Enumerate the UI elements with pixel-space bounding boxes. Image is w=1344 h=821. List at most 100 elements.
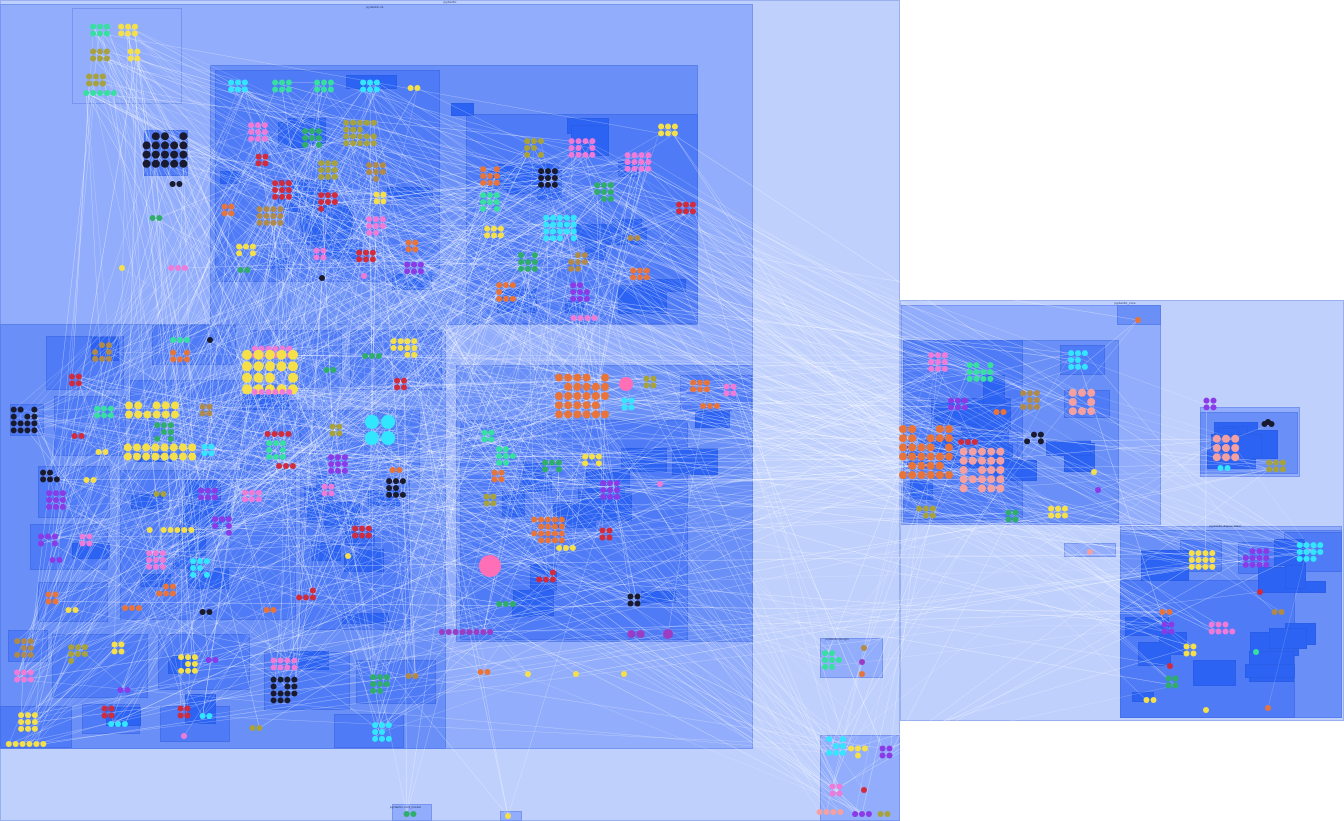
module-node[interactable] bbox=[46, 490, 53, 497]
module-node[interactable] bbox=[879, 745, 886, 752]
module-node[interactable] bbox=[628, 397, 635, 404]
module-node[interactable] bbox=[272, 86, 279, 93]
module-node[interactable] bbox=[568, 151, 575, 158]
module-node[interactable] bbox=[279, 79, 285, 86]
module-node[interactable] bbox=[107, 405, 114, 412]
module-node[interactable] bbox=[397, 345, 404, 351]
module-node[interactable] bbox=[823, 809, 830, 815]
module-node[interactable] bbox=[352, 532, 359, 539]
package-box[interactable] bbox=[90, 337, 119, 361]
module-node[interactable] bbox=[1310, 555, 1317, 562]
module-node[interactable] bbox=[484, 232, 491, 239]
module-node[interactable] bbox=[225, 529, 232, 536]
module-node[interactable] bbox=[1183, 650, 1190, 657]
module-node[interactable] bbox=[564, 410, 573, 419]
module-node[interactable] bbox=[321, 483, 328, 490]
module-node[interactable] bbox=[179, 150, 188, 159]
module-node[interactable] bbox=[877, 811, 884, 817]
module-node[interactable] bbox=[531, 145, 537, 151]
module-node[interactable] bbox=[21, 669, 27, 676]
module-node[interactable] bbox=[908, 452, 917, 461]
package-box[interactable] bbox=[450, 103, 474, 117]
module-node[interactable] bbox=[285, 187, 292, 193]
module-node[interactable] bbox=[169, 181, 176, 187]
module-node[interactable] bbox=[563, 545, 569, 551]
module-node[interactable] bbox=[835, 657, 842, 663]
module-node[interactable] bbox=[945, 425, 953, 433]
module-node[interactable] bbox=[81, 651, 88, 657]
module-node[interactable] bbox=[265, 389, 272, 395]
module-node[interactable] bbox=[330, 367, 337, 373]
module-node[interactable] bbox=[676, 201, 683, 208]
module-node[interactable] bbox=[188, 452, 197, 461]
module-node[interactable] bbox=[168, 265, 175, 271]
module-node[interactable] bbox=[1296, 542, 1303, 549]
module-node[interactable] bbox=[343, 140, 350, 147]
module-node[interactable] bbox=[1012, 516, 1019, 523]
module-node[interactable] bbox=[201, 450, 208, 457]
module-node[interactable] bbox=[665, 130, 671, 137]
module-node[interactable] bbox=[363, 249, 369, 256]
module-node[interactable] bbox=[1168, 621, 1175, 628]
module-node[interactable] bbox=[601, 195, 607, 202]
module-node[interactable] bbox=[159, 550, 166, 557]
module-node[interactable] bbox=[1222, 453, 1230, 462]
module-node[interactable] bbox=[159, 557, 166, 563]
module-node[interactable] bbox=[270, 664, 277, 671]
module-node[interactable] bbox=[97, 90, 103, 96]
module-node[interactable] bbox=[899, 471, 907, 479]
module-node[interactable] bbox=[394, 384, 401, 391]
module-node[interactable] bbox=[1212, 434, 1221, 443]
module-node[interactable] bbox=[161, 150, 169, 159]
module-node[interactable] bbox=[45, 591, 52, 598]
module-node[interactable] bbox=[284, 664, 291, 671]
module-node[interactable] bbox=[151, 132, 160, 141]
module-node[interactable] bbox=[1224, 465, 1231, 471]
module-node[interactable] bbox=[253, 372, 264, 383]
module-node[interactable] bbox=[142, 150, 151, 159]
module-node[interactable] bbox=[345, 553, 351, 559]
module-node[interactable] bbox=[93, 80, 99, 87]
module-node[interactable] bbox=[375, 353, 382, 359]
module-node[interactable] bbox=[996, 475, 1005, 484]
package-box[interactable] bbox=[983, 375, 1005, 407]
module-node[interactable] bbox=[966, 375, 973, 382]
module-node[interactable] bbox=[955, 404, 961, 411]
module-node[interactable] bbox=[198, 494, 205, 501]
module-node[interactable] bbox=[256, 219, 263, 226]
module-node[interactable] bbox=[405, 246, 412, 253]
module-node[interactable] bbox=[833, 743, 839, 749]
module-node[interactable] bbox=[219, 516, 225, 523]
module-node[interactable] bbox=[948, 397, 955, 404]
module-node[interactable] bbox=[1048, 505, 1055, 512]
module-node[interactable] bbox=[493, 179, 500, 186]
module-node[interactable] bbox=[861, 645, 867, 651]
module-node[interactable] bbox=[161, 422, 167, 429]
module-node[interactable] bbox=[206, 609, 213, 615]
module-node[interactable] bbox=[613, 493, 620, 500]
module-node[interactable] bbox=[987, 375, 994, 382]
module-node[interactable] bbox=[996, 456, 1005, 465]
module-node[interactable] bbox=[634, 235, 641, 241]
module-node[interactable] bbox=[411, 261, 417, 268]
module-node[interactable] bbox=[318, 192, 325, 199]
module-node[interactable] bbox=[935, 434, 944, 443]
module-node[interactable] bbox=[700, 403, 707, 409]
module-node[interactable] bbox=[151, 443, 160, 452]
module-node[interactable] bbox=[83, 90, 90, 96]
module-node[interactable] bbox=[531, 259, 538, 265]
module-node[interactable] bbox=[658, 123, 665, 130]
package-box[interactable] bbox=[1138, 642, 1172, 667]
module-node[interactable] bbox=[403, 811, 410, 817]
module-node[interactable] bbox=[564, 382, 573, 391]
module-node[interactable] bbox=[279, 187, 285, 193]
module-node[interactable] bbox=[959, 447, 968, 456]
module-node[interactable] bbox=[607, 493, 613, 500]
module-node[interactable] bbox=[111, 641, 118, 648]
module-node[interactable] bbox=[24, 427, 31, 434]
module-node[interactable] bbox=[959, 475, 968, 484]
module-node[interactable] bbox=[542, 459, 549, 466]
module-node[interactable] bbox=[417, 268, 424, 275]
module-node[interactable] bbox=[335, 467, 341, 474]
module-node[interactable] bbox=[1263, 561, 1270, 568]
